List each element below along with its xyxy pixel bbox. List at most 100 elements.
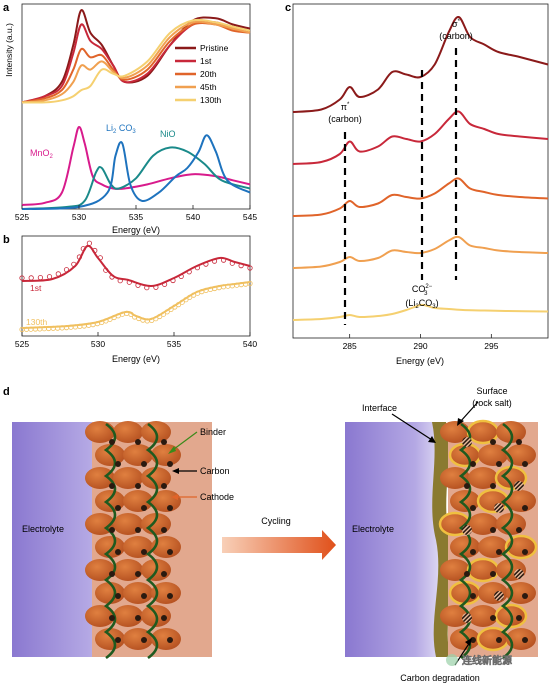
carbon-particle — [167, 505, 173, 511]
cathode-pointer-head — [171, 494, 178, 500]
cathode-particle — [450, 628, 480, 650]
panel-a-reference-curve-2 — [21, 134, 251, 210]
carbon-particle — [141, 461, 147, 467]
carbon-particle — [470, 461, 476, 467]
panel-c-curves — [292, 16, 549, 321]
carbon-particle — [161, 615, 167, 621]
panel-b-curves — [19, 240, 253, 333]
label-nio: NiO — [160, 129, 176, 139]
annot-sigma: σ* — [452, 19, 461, 29]
panel-b-series-130th — [21, 281, 251, 329]
cathode-particle — [123, 444, 153, 466]
carbon-particle — [522, 593, 528, 599]
panel-b-marker — [168, 306, 174, 312]
carbon-particle — [522, 461, 528, 467]
cathode-particle — [466, 557, 500, 583]
carbon-particle — [161, 527, 167, 533]
carbon-particle — [161, 571, 167, 577]
interface-pointer — [391, 413, 433, 441]
x-tick-label: 535 — [167, 339, 181, 349]
panel-d-schematic: Electrolyte Binder Carbon Cathode Cyclin… — [12, 386, 538, 683]
panel-b-marker — [211, 258, 218, 264]
panel-b-marker — [229, 260, 235, 266]
x-tick-label: 540 — [243, 339, 257, 349]
panel-b-marker — [175, 301, 182, 308]
carbon-particle — [464, 483, 470, 489]
panel-b-marker — [221, 257, 227, 263]
carbon-particle — [167, 637, 173, 643]
cathode-particle — [506, 444, 536, 466]
degraded-carbon — [514, 481, 524, 491]
carbon-particle — [135, 527, 141, 533]
carbon-particle — [109, 571, 115, 577]
cathode-particle — [468, 605, 498, 627]
panel-b-marker — [19, 275, 25, 281]
cathode-particle — [113, 421, 143, 443]
label-b-130th: 130th — [26, 317, 48, 327]
panel-b-marker — [153, 316, 159, 322]
carbon-particle — [109, 615, 115, 621]
label-cycling: Cycling — [261, 516, 291, 526]
legend-label: 45th — [200, 82, 217, 92]
carbon-particle — [496, 461, 502, 467]
carbon-particle — [141, 637, 147, 643]
cathode-particle — [113, 467, 143, 489]
panel-b-marker — [162, 281, 168, 287]
cathode-particle — [151, 628, 181, 650]
panel-b-marker — [55, 271, 61, 277]
binder-pointer-head — [168, 446, 176, 454]
carbon-particle — [141, 505, 147, 511]
panel-b-marker — [63, 267, 70, 273]
panel-b-marker — [135, 282, 141, 288]
carbon-particle — [161, 483, 167, 489]
panel-b-marker — [76, 254, 83, 260]
watermark-icon — [446, 654, 458, 666]
degraded-carbon — [494, 503, 504, 513]
label-mno2: MnO2 — [30, 148, 54, 160]
panel-b-marker — [92, 247, 98, 254]
x-tick-label: 525 — [15, 212, 29, 222]
panel-c-chart: 285 290 295 Energy (eV) π* (carbon) σ* (ca… — [292, 3, 549, 366]
panel-c-series-1st — [292, 110, 549, 165]
carbon-particle — [141, 549, 147, 555]
label-surface: Surface — [476, 386, 507, 396]
panel-b-marker — [191, 292, 197, 298]
carbon-particle — [522, 549, 528, 555]
carbon-particle — [115, 461, 121, 467]
carbon-particle — [135, 439, 141, 445]
panel-a-x-ticks: 525 530 535 540 545 — [15, 205, 257, 222]
panel-a-xlabel: Energy (eV) — [112, 225, 160, 235]
panel-b-marker — [117, 278, 123, 284]
cathode-particle — [448, 580, 482, 606]
panel-c-series-20th — [292, 177, 549, 217]
x-tick-label: 540 — [186, 212, 200, 222]
degraded-carbon — [462, 437, 472, 447]
carbon-pointer-head — [172, 468, 179, 474]
panel-a-series-45th — [21, 20, 251, 104]
surface-pointer — [459, 401, 479, 423]
carbon-particle — [516, 615, 522, 621]
panel-b-marker — [172, 304, 178, 310]
binder-strand — [103, 422, 117, 660]
label-carbon-degradation: Carbon degradation — [400, 673, 480, 683]
panel-letter-a: a — [3, 2, 10, 14]
x-tick-label: 545 — [243, 212, 257, 222]
carbon-particle — [167, 461, 173, 467]
degraded-carbon — [494, 591, 504, 601]
label-cathode: Cathode — [200, 492, 234, 502]
panel-b-marker — [28, 275, 34, 281]
carbon-particle — [464, 571, 470, 577]
panel-c-series-45th — [292, 235, 549, 269]
panel-b-marker — [109, 274, 115, 280]
label-electrolyte-left: Electrolyte — [22, 524, 64, 534]
cathode-particle — [95, 628, 125, 650]
panel-b-marker — [170, 277, 176, 284]
interface-layer — [432, 422, 453, 657]
carbon-particle — [490, 615, 496, 621]
panel-b-marker — [238, 262, 244, 269]
panel-a-chart: 525 530 535 540 545 Energy (eV) Intensity (a… — [4, 3, 257, 235]
panel-a-legend: Pristine 1st 20th 45th 130th — [175, 43, 229, 105]
cathode-particle — [478, 444, 508, 466]
degraded-carbon — [514, 569, 524, 579]
carbon-particle — [167, 549, 173, 555]
